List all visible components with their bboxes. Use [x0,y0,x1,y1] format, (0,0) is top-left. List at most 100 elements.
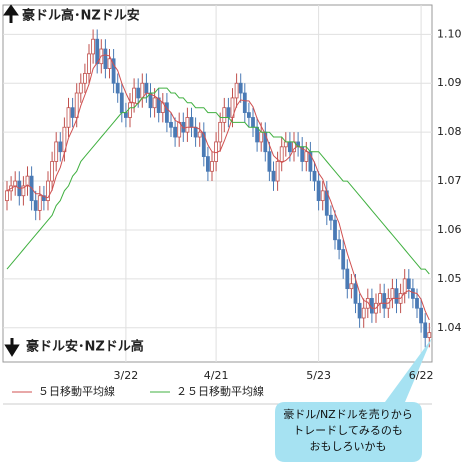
candle-body [148,92,153,109]
candle-body [33,200,38,211]
candle-body [328,214,333,221]
candle-body [136,87,141,99]
candle-body [246,112,251,118]
y-tick-label: 1.05 [437,272,462,285]
candle-body [378,293,383,304]
candle-body [287,141,292,153]
candle-body [5,190,9,202]
candle-body [185,117,190,133]
candle-body [390,288,395,299]
candle-body [365,298,370,309]
callout-bubble [275,338,432,462]
legend-label: ２５日移動平均線 [176,384,264,398]
top-label: 豪ドル高･NZドル安 [22,8,140,24]
candle-body [226,107,231,118]
y-tick-label: 1.06 [437,223,462,236]
candle-body [410,288,415,299]
callout-text: 豪ドル/NZドルを売りから [283,407,412,421]
candle-body [37,195,42,211]
candle-body [271,170,276,182]
moving-average-line [6,54,430,321]
candle-body [115,82,120,94]
candle-body [205,156,210,172]
x-tick-label: 3/22 [114,369,139,382]
candle-body [66,107,71,128]
candle-body [42,195,46,202]
candle-body [382,293,387,309]
candle-body [173,126,178,138]
candle-body [312,170,317,182]
candle-body [197,131,202,138]
candle-body [316,180,321,202]
candle-body [423,322,428,338]
x-tick-label: 4/21 [204,369,229,382]
candle-body [218,121,223,143]
candle-body [54,141,59,162]
candle-body [361,307,366,319]
candle-body [402,278,407,294]
candle-body [419,307,424,324]
candle-body [169,121,173,128]
plot-area [2,4,433,363]
candle-body [275,161,280,182]
callout-text: おもしろいかも [310,440,387,453]
x-tick-label: 5/23 [306,369,331,382]
candle-body [25,175,30,187]
candle-body [345,268,350,290]
candle-body [369,298,374,314]
candle-body [353,283,358,304]
candle-body [83,73,87,84]
candle-body [119,92,124,113]
candle-body [349,283,354,290]
candle-body [357,302,362,319]
x-tick-label: 6/22 [409,369,434,382]
legend-label: ５日移動平均線 [38,384,115,398]
candle-body [255,126,260,143]
candle-body [337,239,342,250]
candle-body [427,332,432,338]
candle-body [210,161,214,172]
candle-body [46,180,50,202]
y-tick-label: 1.10 [437,27,462,40]
candle-body [74,92,79,118]
up-arrow [3,4,19,23]
candle-body [21,185,26,197]
candle-body [234,82,239,99]
y-tick-label: 1.04 [437,321,462,334]
candle-body [333,219,337,241]
candle-body [242,92,247,113]
y-tick-label: 1.09 [437,76,462,89]
candle-body [107,58,112,69]
candle-body [70,107,75,118]
candle-body [103,48,108,69]
y-tick-label: 1.07 [437,174,462,187]
candle-body [189,117,194,128]
candle-body [341,249,346,270]
candle-body [124,112,128,118]
candle-body [320,190,325,202]
callout-text: トレードしてみるのも [293,424,403,437]
marks [5,29,432,348]
down-arrow [4,338,20,357]
candle-body [111,58,116,84]
bottom-label: 豪ドル安･NZドル高 [26,339,144,355]
candle-body [128,102,132,118]
candle-body [87,53,91,74]
candle-body [259,131,264,143]
candle-body [201,131,206,158]
candle-body [181,121,186,133]
candle-body [251,117,255,128]
candle-body [304,151,309,162]
candle-body [50,161,54,182]
candle-body [238,82,243,94]
candle-body [222,107,227,123]
candle-body [91,38,95,55]
candle-body [283,141,288,148]
candle-body [164,102,169,123]
candle-body [156,97,161,113]
candle-body [13,180,18,187]
candle-body [140,82,145,99]
candle-body [95,38,100,65]
y-tick-label: 1.08 [437,125,462,138]
